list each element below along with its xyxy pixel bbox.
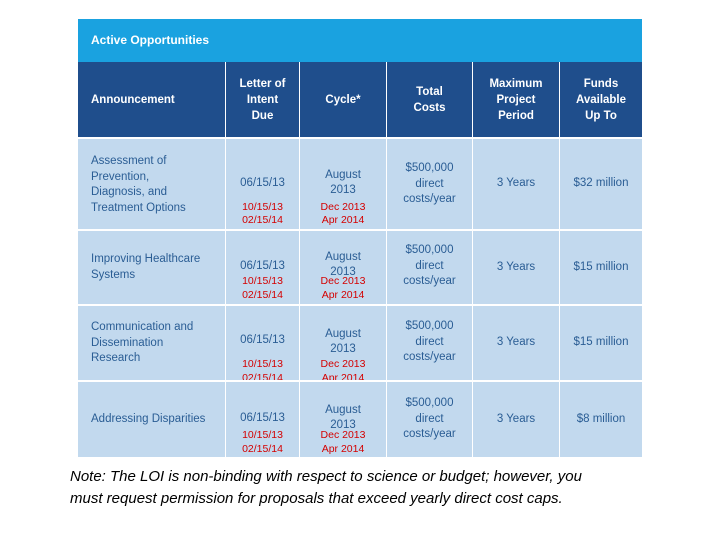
table-row: Improving Healthcare Systems 06/15/13 10… [78,231,642,304]
header-cycle: Cycle* [300,62,387,137]
funds-available-cell: $8 million [576,412,626,425]
cycle-cell: August 2013 Dec 2013 Apr 2014 [300,382,387,457]
table-row: Assessment of Prevention, Diagnosis, and… [78,139,642,229]
header-funds-available: Funds Available Up To [575,77,627,122]
table-row: Communication and Dissemination Research… [78,306,642,384]
header-maximum-project-period: Maximum Project Period [473,62,560,137]
announcement-cell: Improving Healthcare Systems [78,231,226,304]
table-title-banner: Active Opportunities [78,19,642,62]
total-costs-cell: $500,000 direct costs/year [387,382,473,457]
footnote: Note: The LOI is non-binding with respec… [70,466,670,510]
footnote-line-2: must request permission for proposals th… [70,490,563,507]
project-period-cell: 3 Years [473,382,560,457]
project-period-cell: 3 Years [473,306,560,380]
loi-due-cell: 06/15/13 10/15/13 02/15/14 [226,382,300,457]
loi-due-cell: 06/15/13 10/15/13 02/15/14 [226,306,300,384]
project-period-cell: 3 Years [473,231,560,304]
row-divider [78,304,642,306]
funds-available-cell: $15 million [573,336,629,349]
header-letter-of-intent-due: Letter of Intent Due [226,62,300,137]
announcement-cell: Addressing Disparities [78,382,226,457]
loi-due-cell: 06/15/13 10/15/13 02/15/14 [226,231,300,304]
cycle-cell: August 2013 Dec 2013 Apr 2014 [300,139,387,229]
cycle-cell: August 2013 Dec 2013 Apr 2014 [300,306,387,384]
total-costs-cell: $500,000 direct costs/year [387,139,473,229]
header-total-costs: Total Costs [387,62,473,137]
table-title: Active Opportunities [91,33,210,47]
row-divider [78,380,642,382]
funds-available-cell: $32 million [573,177,629,190]
total-costs-cell: $500,000 direct costs/year [387,306,473,380]
header-announcement: Announcement [78,62,226,137]
table-header-row: Announcement Letter of Intent Due Cycle*… [78,62,642,137]
announcement-cell: Assessment of Prevention, Diagnosis, and… [78,139,226,229]
footnote-line-1: Note: The LOI is non-binding with respec… [70,468,582,485]
project-period-cell: 3 Years [473,139,560,229]
funds-available-cell: $15 million [573,260,629,273]
cycle-cell: August 2013 Dec 2013 Apr 2014 [300,231,387,304]
total-costs-cell: $500,000 direct costs/year [387,231,473,304]
row-divider [78,229,642,231]
loi-due-cell: 06/15/13 10/15/13 02/15/14 [226,139,300,229]
table-row: Addressing Disparities 06/15/13 10/15/13… [78,382,642,457]
announcement-cell: Communication and Dissemination Research [78,306,226,380]
